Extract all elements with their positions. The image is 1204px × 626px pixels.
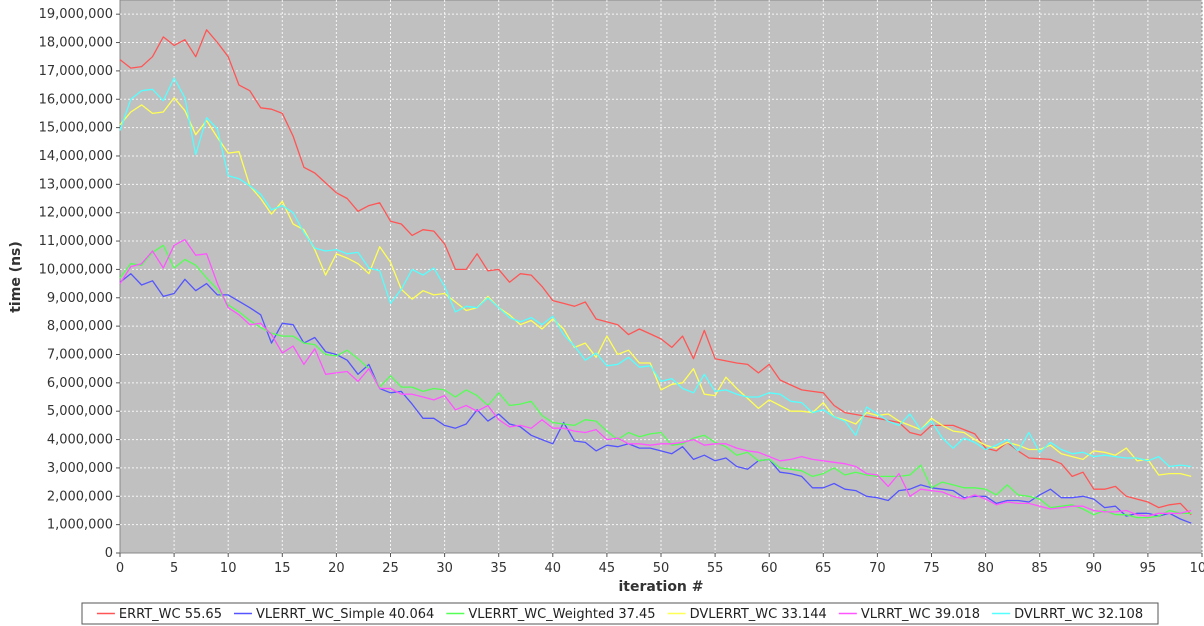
y-tick-label: 11,000,000 [39,234,113,249]
x-tick-label: 85 [1031,561,1048,576]
series-line [119,273,1192,524]
x-tick-label: 15 [274,561,291,576]
y-tick-label: 8,000,000 [47,319,113,334]
y-tick-label: 15,000,000 [39,121,113,136]
series-line [119,97,1192,478]
legend: ERRT_WC 55.65 VLERRT_WC_Simple 40.064 VLER… [81,602,1159,625]
y-tick-label: 10,000,000 [39,262,113,277]
series-line [119,244,1192,519]
x-tick-label: 35 [490,561,507,576]
series-layer [119,29,1192,524]
y-axis-title: time (ns) [8,241,24,313]
x-tick-label: 10 [220,561,237,576]
x-tick-label: 75 [923,561,940,576]
y-tick-label: 16,000,000 [39,92,113,107]
x-tick-label: 60 [761,561,778,576]
x-tick-label: 50 [653,561,670,576]
y-tick-label: 17,000,000 [39,64,113,79]
x-tick-label: 90 [1086,561,1103,576]
legend-label: DVLRRT_WC 32.108 [1014,607,1143,622]
y-tick-label: 3,000,000 [47,461,113,476]
y-tick-label: 19,000,000 [39,7,113,22]
y-tick-label: 13,000,000 [39,177,113,192]
y-tick-label: 4,000,000 [47,433,113,448]
x-tick-label: 70 [869,561,886,576]
x-tick-label: 65 [815,561,832,576]
legend-label: VLERRT_WC_Weighted 37.45 [468,607,655,622]
x-tick-label: 45 [599,561,616,576]
y-tick-label: 12,000,000 [39,206,113,221]
y-tick-label: 5,000,000 [47,404,113,419]
series-line [119,29,1192,516]
legend-label: VLRRT_WC 39.018 [861,607,980,622]
legend-label: ERRT_WC 55.65 [119,607,222,622]
legend-label: VLERRT_WC_Simple 40.064 [256,607,434,622]
x-tick-label: 55 [707,561,724,576]
y-tick-label: 6,000,000 [47,376,113,391]
series-line [119,238,1192,517]
y-tick-label: 7,000,000 [47,347,113,362]
y-tick-label: 9,000,000 [47,291,113,306]
x-tick-label: 80 [977,561,994,576]
y-tick-label: 0 [105,546,113,561]
axes: 0 1,000,000 2,000,000 3,000,000 4,000,000 5,0… [39,7,1204,576]
x-axis-title: iteration # [618,579,703,595]
x-tick-label: 95 [1140,561,1157,576]
y-tick-label: 2,000,000 [47,489,113,504]
x-tick-label: 25 [382,561,399,576]
y-tick-label: 18,000,000 [39,36,113,51]
x-tick-label: 30 [436,561,453,576]
x-tick-label: 5 [170,561,178,576]
legend-label: DVLERRT_WC 33.144 [690,607,827,622]
x-tick-label: 40 [545,561,562,576]
y-tick-label: 1,000,000 [47,518,113,533]
y-tick-label: 14,000,000 [39,149,113,164]
legend-items: ERRT_WC 55.65 VLERRT_WC_Simple 40.064 VLER… [96,607,1143,622]
x-tick-label: 0 [116,561,124,576]
x-tick-label: 100 [1190,561,1204,576]
legend-box [81,602,1159,625]
series-line [119,77,1192,468]
x-tick-label: 20 [328,561,345,576]
